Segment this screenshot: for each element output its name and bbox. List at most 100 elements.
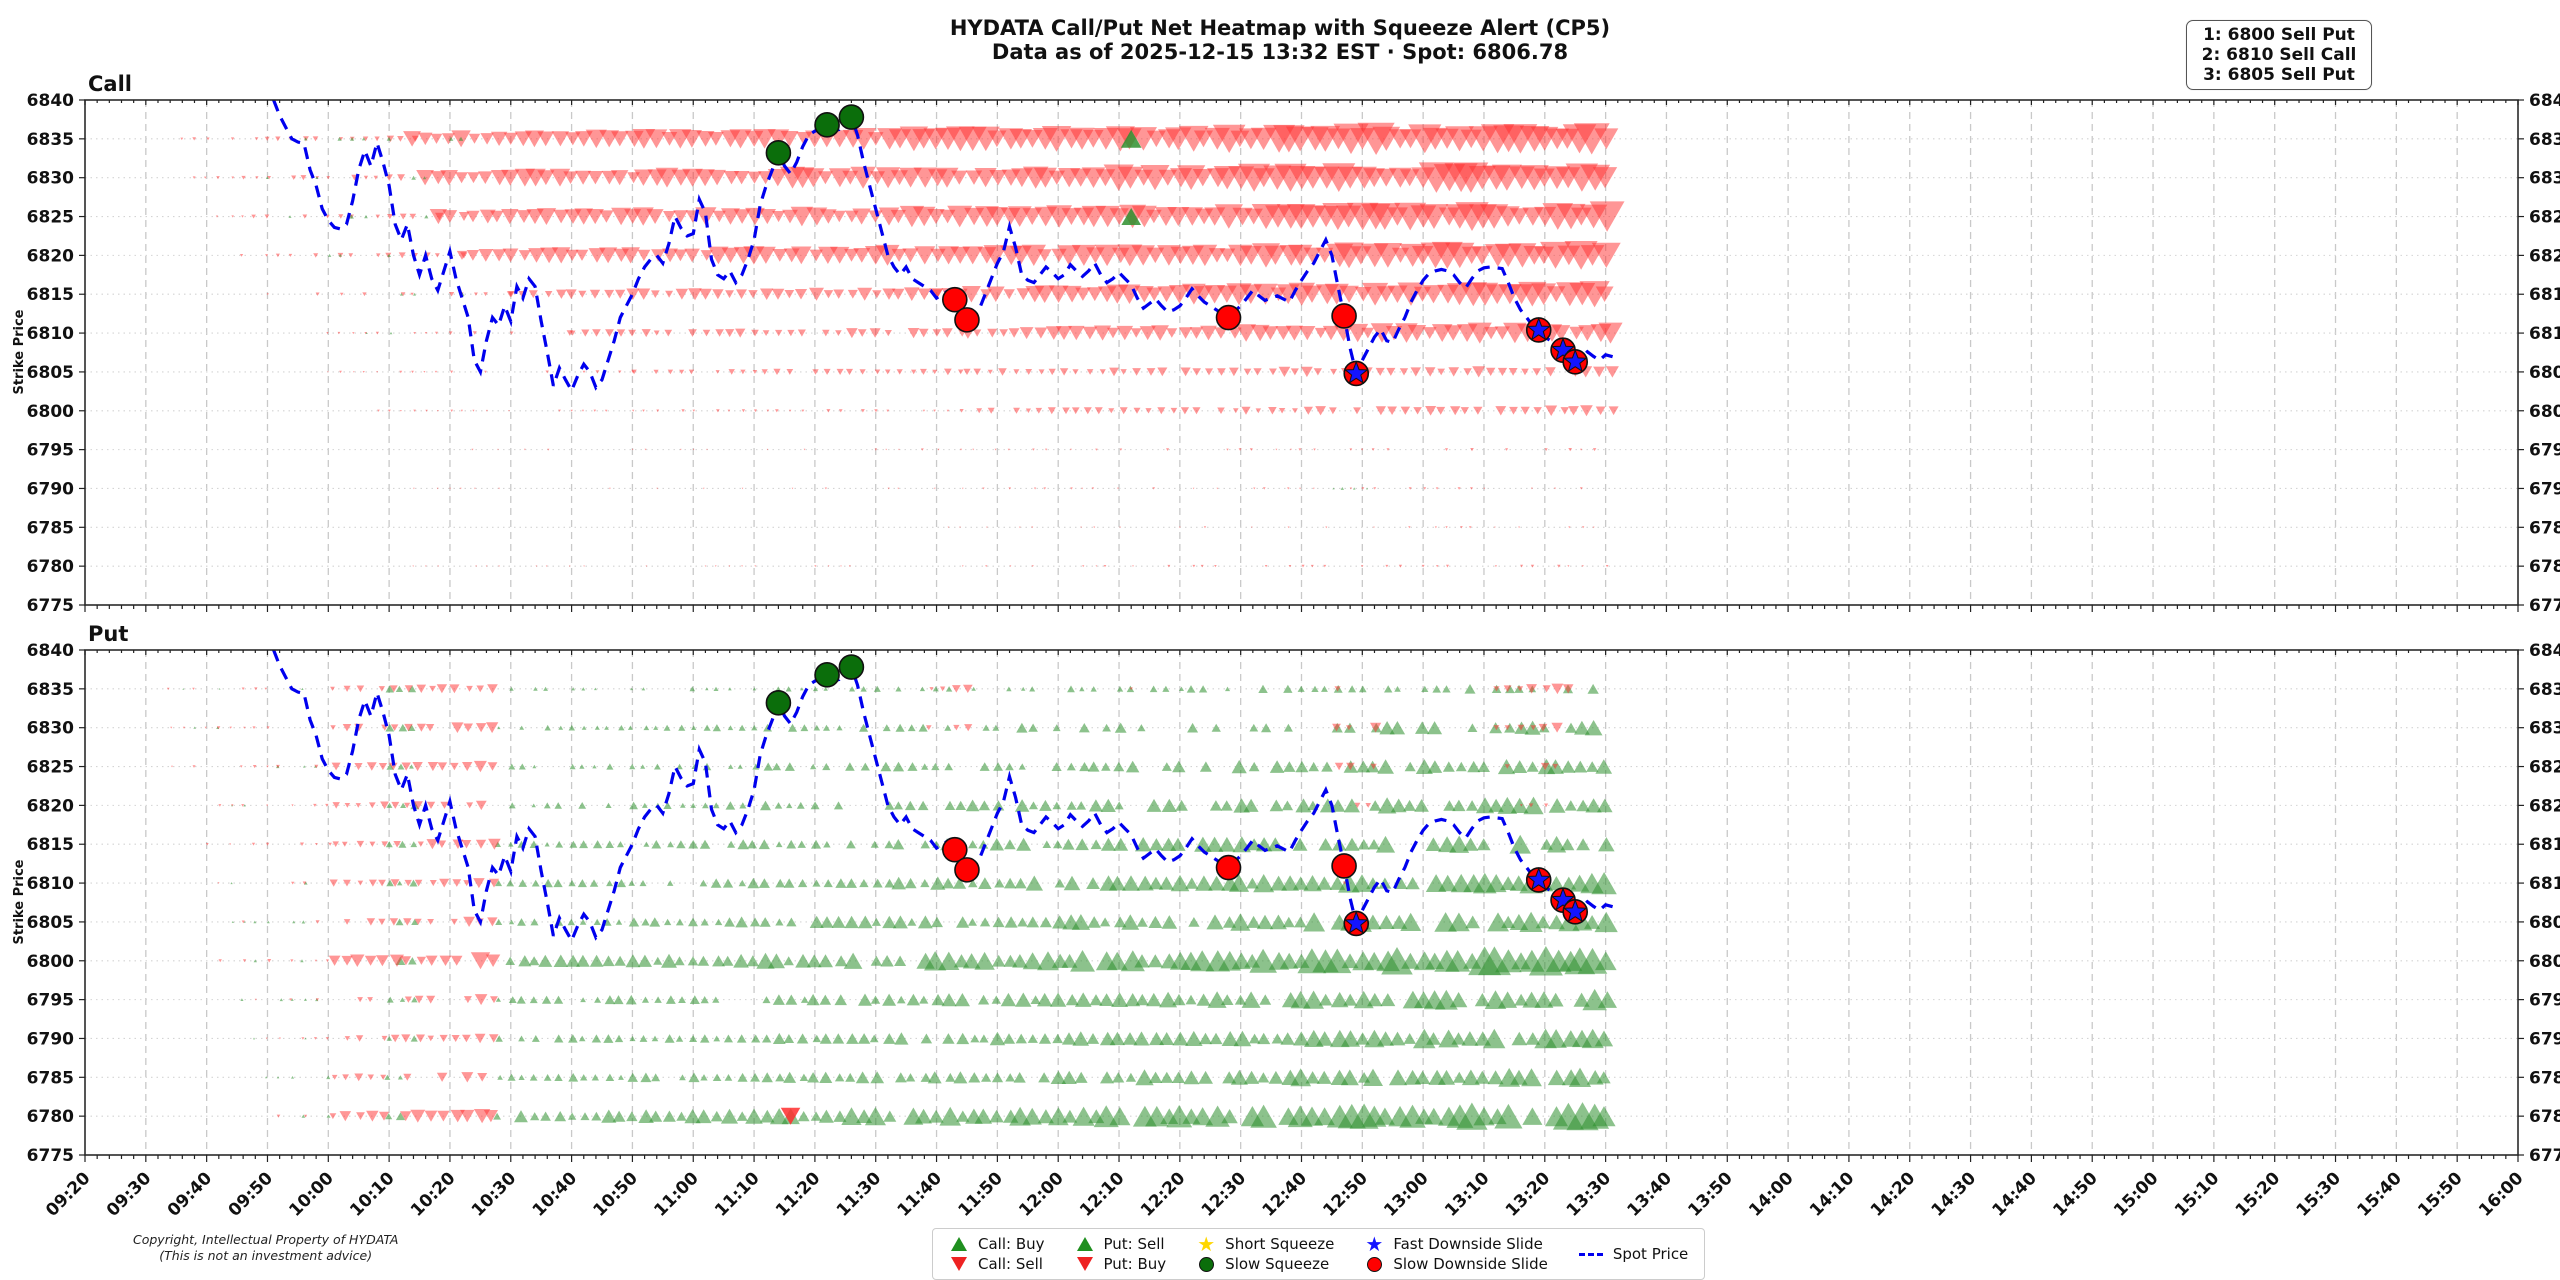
y-tick-label: 6800	[27, 952, 74, 972]
legend-label: Fast Downside Slide	[1393, 1234, 1543, 1253]
x-tick-label: 15:40	[2353, 1168, 2406, 1221]
put-panel-title: Put	[88, 622, 129, 646]
x-tick-label: 11:30	[833, 1168, 886, 1221]
x-tick-label: 09:50	[225, 1168, 278, 1221]
circle-red-icon	[1364, 1256, 1384, 1272]
chart-title: HYDATA Call/Put Net Heatmap with Squeeze…	[949, 16, 1611, 40]
triangle-down-red-icon	[949, 1257, 969, 1271]
y-tick-label: 6810	[27, 324, 74, 344]
triangle-up-green-icon	[1075, 1237, 1095, 1251]
y-tick-label: 6825	[27, 208, 74, 228]
legend-col-slide: ★ Fast Downside Slide Slow Downside Slid…	[1364, 1232, 1548, 1273]
legend-item: Spot Price	[1578, 1244, 1689, 1263]
x-tick-label: 10:30	[468, 1168, 521, 1221]
copyright-line-2: (This is not an investment advice)	[159, 1248, 373, 1263]
legend-item: ★ Fast Downside Slide	[1364, 1232, 1548, 1256]
x-tick-label: 14:50	[2049, 1168, 2102, 1221]
x-tick-label: 14:30	[1928, 1168, 1981, 1221]
y-tick-label: 6835	[27, 130, 74, 150]
chart-header: HYDATA Call/Put Net Heatmap with Squeeze…	[0, 16, 2560, 64]
put-panel-plot: 6840 6840 6835 6835 6830 6830 6825 6825 6820 6820…	[27, 641, 2560, 1166]
x-tick-label: 11:20	[772, 1168, 825, 1221]
legend-label: Slow Squeeze	[1225, 1254, 1330, 1273]
y-tick-label: 6790	[27, 479, 74, 499]
legend-item: Put: Sell	[1075, 1235, 1167, 1253]
put-spot-price-line	[272, 650, 1619, 945]
y-tick-label: 6785	[27, 1068, 74, 1088]
x-tick-label: 13:10	[1441, 1168, 1494, 1221]
legend-col-spot: Spot Price	[1578, 1244, 1689, 1263]
y-tick-label: 6820	[27, 246, 74, 266]
legend-label: Slow Downside Slide	[1393, 1254, 1548, 1273]
y-tick-label: 6810	[2529, 324, 2560, 344]
trade-alert-line: 2: 6810 Sell Call	[2201, 45, 2357, 65]
x-tick-label: 10:10	[346, 1168, 399, 1221]
legend-label: Call: Sell	[978, 1254, 1043, 1273]
legend-item: Call: Buy	[949, 1234, 1045, 1253]
call-event-markers	[765, 104, 1589, 387]
x-tick-label: 12:10	[1076, 1168, 1129, 1221]
y-tick-label: 6810	[27, 874, 74, 894]
call-panel-title: Call	[88, 72, 132, 96]
y-tick-label: 6805	[2529, 913, 2560, 933]
x-tick-label: 15:30	[2293, 1168, 2346, 1221]
dashed-line-blue-icon	[1578, 1252, 1604, 1256]
x-tick-label: 11:40	[894, 1168, 947, 1221]
y-tick-label: 6815	[2529, 835, 2560, 855]
y-tick-label: 6780	[2529, 557, 2560, 577]
y-tick-label: 6830	[2529, 719, 2560, 739]
x-tick-label: 12:20	[1137, 1168, 1190, 1221]
y-tick-label: 6795	[27, 441, 74, 461]
y-tick-label: 6795	[2529, 441, 2560, 461]
x-tick-label: 11:50	[954, 1168, 1007, 1221]
x-tick-label: 12:30	[1198, 1168, 1251, 1221]
y-tick-label: 6800	[2529, 952, 2560, 972]
y-tick-label: 6775	[2529, 596, 2560, 616]
y-tick-label: 6785	[27, 518, 74, 538]
trade-alert-line: 1: 6800 Sell Put	[2203, 25, 2355, 45]
legend-col-call: Call: Buy Call: Sell	[949, 1234, 1045, 1273]
put-event-markers	[765, 654, 1589, 937]
legend-label: Spot Price	[1612, 1244, 1689, 1263]
y-tick-label: 6800	[27, 402, 74, 422]
y-tick-label: 6820	[27, 796, 74, 816]
y-tick-label: 6825	[2529, 208, 2560, 228]
legend-col-put: Put: Sell Put: Buy	[1075, 1235, 1167, 1273]
x-tick-label: 14:00	[1745, 1168, 1798, 1221]
y-tick-label: 6780	[27, 1107, 74, 1127]
y-tick-label: 6840	[2529, 641, 2560, 661]
legend-col-squeeze: ★ Short Squeeze Slow Squeeze	[1196, 1232, 1334, 1273]
x-tick-label: 13:00	[1380, 1168, 1433, 1221]
legend-label: Put: Buy	[1103, 1254, 1167, 1273]
y-tick-label: 6825	[2529, 758, 2560, 778]
triangle-down-red-icon	[1075, 1257, 1095, 1271]
x-tick-label: 15:20	[2232, 1168, 2285, 1221]
x-tick-label: 12:00	[1015, 1168, 1068, 1221]
y-tick-label: 6800	[2529, 402, 2560, 422]
x-tick-label: 10:20	[407, 1168, 460, 1221]
legend-item: ★ Short Squeeze	[1196, 1232, 1334, 1256]
x-tick-label: 16:00	[2475, 1168, 2528, 1221]
x-tick-label: 13:40	[1624, 1168, 1677, 1221]
y-tick-label: 6825	[27, 758, 74, 778]
y-tick-label: 6835	[2529, 130, 2560, 150]
x-tick-label: 14:40	[1989, 1168, 2042, 1221]
x-tick-label: 15:00	[2110, 1168, 2163, 1221]
legend-item: Put: Buy	[1075, 1254, 1167, 1273]
y-tick-label: 6830	[27, 719, 74, 739]
y-tick-label: 6795	[27, 991, 74, 1011]
y-tick-label: 6805	[27, 363, 74, 383]
y-tick-label: 6785	[2529, 1068, 2560, 1088]
x-tick-label: 11:00	[650, 1168, 703, 1221]
copyright-line-1: Copyright, Intellectual Property of HYDA…	[133, 1232, 399, 1247]
call-heatmap	[180, 122, 1625, 568]
legend-item: Slow Downside Slide	[1364, 1254, 1548, 1273]
y-tick-label: 6815	[27, 285, 74, 305]
legend-label: Call: Buy	[978, 1234, 1045, 1253]
x-tick-label: 09:40	[164, 1168, 217, 1221]
star-gold-icon: ★	[1197, 1232, 1216, 1256]
x-tick-label: 12:50	[1319, 1168, 1372, 1221]
star-blue-icon: ★	[1365, 1232, 1384, 1256]
copyright-note: Copyright, Intellectual Property of HYDA…	[133, 1232, 398, 1264]
